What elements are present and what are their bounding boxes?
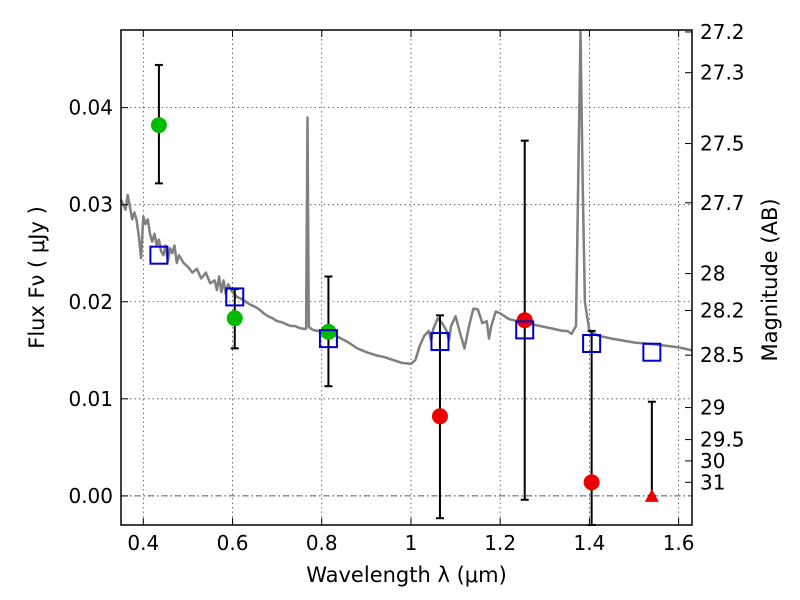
x-tick-label-3: 1 xyxy=(405,531,418,555)
model-spectrum-line xyxy=(119,30,693,366)
y-tick-label-0: 0.00 xyxy=(68,484,113,508)
right-tick-label-2: 27.5 xyxy=(700,132,745,156)
x-tick-label-5: 1.4 xyxy=(573,531,605,555)
x-tick-label-2: 0.8 xyxy=(306,531,338,555)
data-point-1-1 xyxy=(516,312,533,329)
data-point-0-2 xyxy=(320,323,337,340)
grid-lines xyxy=(121,30,692,525)
model-square-6 xyxy=(642,342,662,362)
y-axis-right-title: Magnitude (AB) xyxy=(758,198,782,361)
data-point-1-2 xyxy=(583,474,600,491)
model-square-0 xyxy=(149,245,169,265)
right-tick-label-9: 30 xyxy=(700,449,725,473)
model-square-5 xyxy=(582,334,602,353)
data-point-0-1 xyxy=(226,310,243,327)
y-axis-title: Flux Fν ( μJy ) xyxy=(25,206,49,349)
x-tick-label-1: 0.6 xyxy=(217,531,249,555)
x-tick-label-0: 0.4 xyxy=(127,531,159,555)
right-tick-label-3: 27.7 xyxy=(700,191,745,215)
model-square-3 xyxy=(430,332,450,352)
right-tick-label-7: 29 xyxy=(700,396,725,420)
data-point-1-0 xyxy=(431,408,448,425)
x-axis-title: Wavelength λ (μm) xyxy=(306,563,507,587)
y-tick-label-1: 0.01 xyxy=(68,387,113,411)
x-tick-label-6: 1.6 xyxy=(663,531,695,555)
right-tick-label-1: 27.3 xyxy=(700,61,745,85)
right-tick-label-8: 29.5 xyxy=(700,428,745,452)
plot-frame xyxy=(120,29,693,526)
axis-ticks xyxy=(121,30,692,525)
tick-labels: 0.4 0.6 0.8 1 1.2 1.4 1.6 0.00 0.01 0.02 0.03 0.04 2… xyxy=(68,20,744,555)
data-markers xyxy=(149,117,662,502)
right-tick-label-4: 28 xyxy=(700,262,725,286)
y-tick-label-3: 0.03 xyxy=(68,193,113,217)
model-square-2 xyxy=(318,329,338,349)
right-tick-label-10: 31 xyxy=(700,470,725,494)
right-tick-label-6: 28.5 xyxy=(700,343,745,367)
right-tick-label-5: 28.2 xyxy=(700,299,745,323)
right-tick-label-0: 27.2 xyxy=(700,20,745,44)
error-bars xyxy=(154,63,656,526)
y-tick-label-2: 0.02 xyxy=(68,290,113,314)
model-square-4 xyxy=(515,320,535,340)
model-spectrum xyxy=(119,30,693,366)
data-point-0-0 xyxy=(150,117,167,134)
x-tick-label-4: 1.2 xyxy=(484,531,516,555)
upper-limit-marker-0 xyxy=(644,488,659,502)
model-square-1 xyxy=(225,287,245,307)
y-tick-label-4: 0.04 xyxy=(68,96,113,120)
